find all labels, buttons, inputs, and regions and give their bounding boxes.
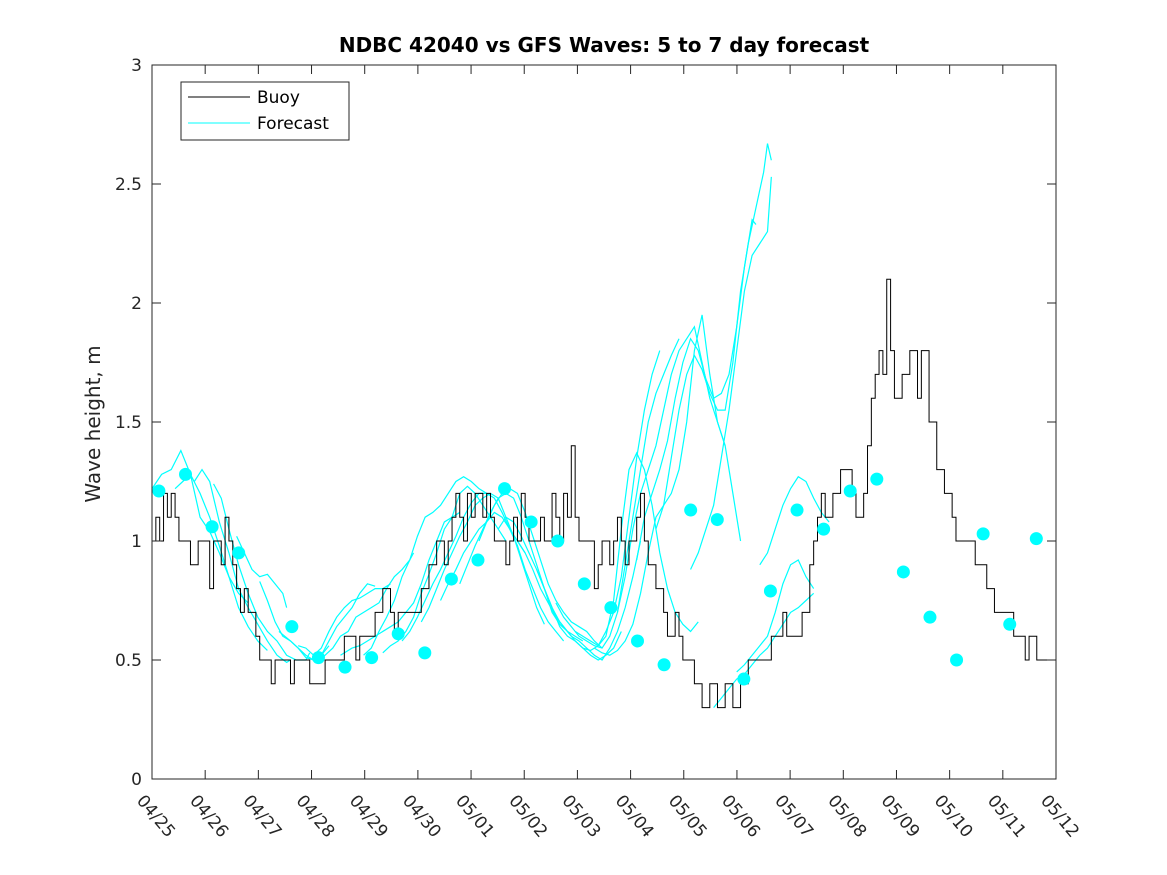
forecast-line-24 (616, 325, 742, 613)
forecast-marker-3 (205, 520, 219, 534)
forecast-marker-11 (444, 572, 458, 586)
forecast-marker-5 (285, 620, 299, 634)
forecast-marker-20 (684, 503, 698, 517)
forecast-line-17 (478, 487, 603, 649)
y-tick-label: 2.5 (115, 175, 142, 195)
forecast-marker-31 (976, 527, 990, 541)
y-tick-label: 3 (131, 56, 142, 76)
series-group (152, 143, 1056, 709)
forecast-marker-7 (338, 660, 352, 674)
forecast-line-23 (594, 314, 726, 656)
plot-area (152, 143, 1056, 709)
forecast-marker-9 (391, 627, 405, 641)
forecast-marker-19 (657, 658, 671, 672)
forecast-line-22 (574, 451, 699, 647)
y-tick-label: 0 (131, 770, 142, 790)
forecast-line-11 (363, 476, 487, 656)
forecast-line-29 (736, 559, 815, 673)
forecast-marker-17 (604, 601, 618, 615)
forecast-marker-15 (551, 534, 565, 548)
forecast-line-27 (690, 176, 772, 570)
forecast-line-28 (713, 592, 815, 708)
forecast-marker-2 (179, 467, 192, 481)
forecast-marker-13 (498, 482, 512, 496)
y-tick-label: 1 (131, 532, 142, 552)
y-tick-label: 1.5 (115, 413, 142, 433)
y-tick-label: 2 (131, 294, 142, 314)
forecast-marker-28 (896, 565, 910, 579)
forecast-marker-32 (1003, 617, 1017, 631)
forecast-marker-29 (923, 610, 937, 624)
forecast-marker-1 (152, 484, 166, 498)
forecast-marker-16 (577, 577, 591, 591)
forecast-marker-25 (817, 522, 831, 536)
y-axis: 0 0.5 1 1.5 2 2.5 3 (115, 56, 1056, 790)
buoy-line (152, 278, 1056, 709)
forecast-line-9 (317, 552, 415, 663)
forecast-line-3 (193, 468, 291, 664)
forecast-line-19 (516, 540, 642, 661)
forecast-marker-8 (365, 651, 379, 665)
forecast-marker-6 (311, 651, 325, 665)
forecast-line-26 (655, 143, 772, 530)
forecast-line-18 (497, 516, 622, 661)
legend: Buoy Forecast (180, 81, 350, 141)
forecast-marker-26 (843, 484, 857, 498)
forecast-line-30 (759, 475, 830, 566)
forecast-marker-33 (1029, 532, 1043, 546)
chart-title: NDBC 42040 vs GFS Waves: 5 to 7 day fore… (339, 33, 870, 57)
legend-buoy-label: Buoy (257, 88, 300, 108)
forecast-marker-30 (950, 653, 964, 667)
forecast-marker-12 (471, 553, 485, 567)
forecast-line-7 (278, 583, 376, 661)
y-axis-label: Wave height, m (81, 345, 105, 502)
forecast-marker-4 (232, 546, 246, 560)
forecast-marker-24 (790, 503, 804, 517)
y-tick-label: 0.5 (115, 651, 142, 671)
forecast-line-5 (236, 535, 288, 608)
forecast-marker-22 (737, 672, 751, 686)
forecast-marker-14 (524, 515, 538, 529)
legend-forecast-label: Forecast (257, 114, 329, 134)
forecast-marker-21 (710, 513, 724, 527)
forecast-line-1 (152, 449, 249, 604)
forecast-line-10 (340, 511, 461, 656)
forecast-marker-23 (763, 584, 777, 598)
legend-box (180, 81, 350, 141)
forecast-marker-27 (870, 472, 884, 486)
forecast-marker-18 (631, 634, 644, 648)
forecast-line-15 (439, 511, 565, 642)
forecast-marker-10 (418, 646, 432, 660)
